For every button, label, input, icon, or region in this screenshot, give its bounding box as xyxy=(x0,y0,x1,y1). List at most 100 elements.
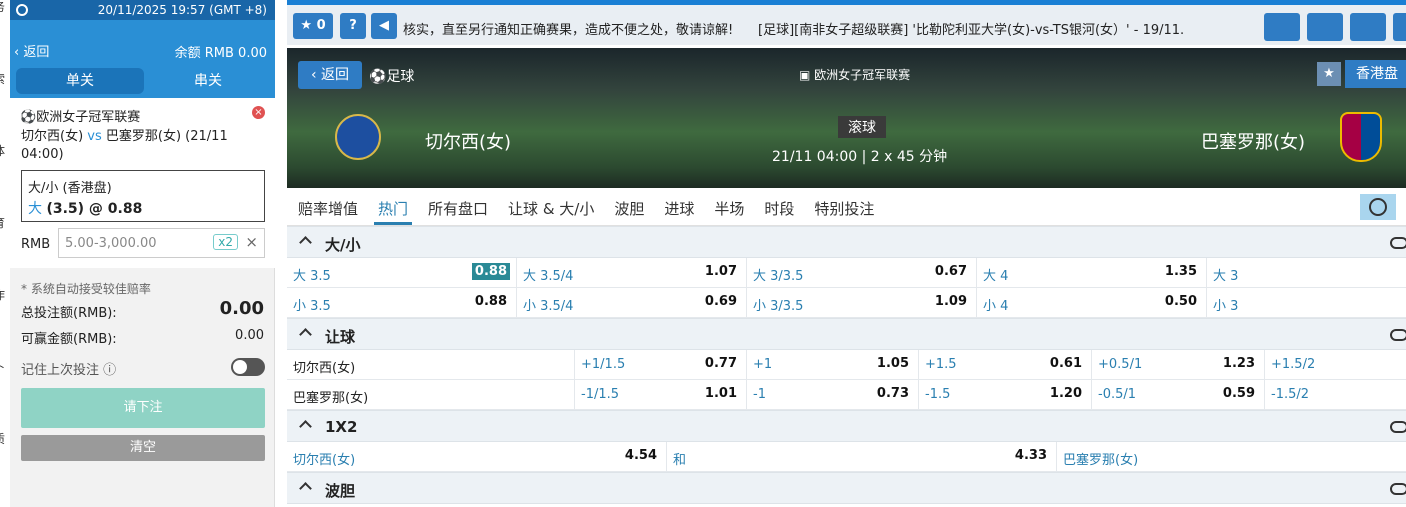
odds: 0.69 xyxy=(704,294,737,309)
eye-icon[interactable] xyxy=(1390,483,1406,495)
remove-button[interactable]: × xyxy=(252,106,265,119)
pick-text: (3.5) @ 0.88 xyxy=(46,201,143,217)
section-header[interactable]: 大/小 xyxy=(287,226,1406,258)
odds-cell[interactable]: 大 3.5/4 1.07 xyxy=(517,258,747,288)
main: ★ 0 ? ◀ 核实，直至另行通知正确赛果，造成不便之处，敬请谅解! [足球][… xyxy=(287,0,1406,507)
market-tab[interactable]: 所有盘口 xyxy=(428,200,489,218)
toggle[interactable] xyxy=(231,358,265,376)
odds-cell[interactable]: 大 30 xyxy=(1207,258,1406,288)
back-button[interactable]: ‹ 返回 xyxy=(298,61,362,89)
sound[interactable]: ◀ xyxy=(371,13,397,39)
edge-fragment: 务 xyxy=(0,0,5,15)
total-label: 总投注额(RMB): xyxy=(21,306,117,321)
match-line: 切尔西(女) vs 巴塞罗那(女) (21/11 04:00) xyxy=(21,128,261,164)
odds-cell[interactable]: +1.5/20 xyxy=(1265,350,1406,380)
market-tab[interactable]: 进球 xyxy=(664,200,695,218)
league: ⚽欧洲女子冠军联赛 xyxy=(20,110,141,125)
tab-underline xyxy=(374,222,413,225)
bet-label: -1.5 xyxy=(925,387,951,402)
section-header[interactable]: 波胆 xyxy=(287,472,1406,504)
icon-button[interactable] xyxy=(1393,13,1406,41)
odds-cell[interactable]: +1.5 0.61 xyxy=(919,350,1092,380)
bet-label: 小 3.5/4 xyxy=(523,299,574,314)
odds-cell[interactable]: -0.5/1 0.59 xyxy=(1092,380,1265,410)
odds-cell[interactable]: +0.5/1 1.23 xyxy=(1092,350,1265,380)
multiplier[interactable]: x2 xyxy=(213,234,238,250)
help[interactable]: ? xyxy=(340,13,366,39)
odds-cell[interactable]: 大 3.5 0.88 xyxy=(287,258,517,288)
win-value: 0.00 xyxy=(235,328,264,343)
bet-label: 小 3.5 xyxy=(293,299,331,314)
odds-cell[interactable]: +1/1.5 0.77 xyxy=(575,350,747,380)
back-text[interactable]: 返回 xyxy=(321,67,350,83)
odds-cell[interactable]: 大 3/3.5 0.67 xyxy=(747,258,977,288)
odds: 0.50 xyxy=(1164,294,1197,309)
league-name: 欧洲女子冠军联赛 xyxy=(814,68,911,82)
market-tab[interactable]: 特别投注 xyxy=(814,200,875,218)
icon-button[interactable] xyxy=(1350,13,1386,41)
odds: 1.23 xyxy=(1222,356,1255,371)
market-tab[interactable]: 热门 xyxy=(378,200,409,218)
odds-cell[interactable]: -1/1.5 1.01 xyxy=(575,380,747,410)
bet-label: +1.5 xyxy=(925,357,957,372)
fav-star[interactable]: ★ xyxy=(1317,62,1341,86)
odds-cell[interactable]: +1 1.05 xyxy=(747,350,919,380)
section-header[interactable]: 1X2 xyxy=(287,410,1406,442)
market-tab[interactable]: 半场 xyxy=(714,200,745,218)
pick: 大 (3.5) @ 0.88 xyxy=(28,198,142,218)
bet-label: 大 3.5 xyxy=(293,269,331,284)
bet-label: +1 xyxy=(753,357,773,372)
selection-box: 大/小 (香港盘) 大 (3.5) @ 0.88 xyxy=(21,170,265,222)
eye-icon[interactable] xyxy=(1390,237,1406,249)
notice-bar xyxy=(287,5,1406,45)
toggle-knob xyxy=(233,360,247,374)
status: 滚球 xyxy=(838,116,886,138)
bet-label: 切尔西(女) xyxy=(293,361,356,376)
odds-cell[interactable]: 小 4 0.50 xyxy=(977,288,1207,318)
odds-cell[interactable]: -1 0.73 xyxy=(747,380,919,410)
odds-cell[interactable]: -1.5 1.20 xyxy=(919,380,1092,410)
back-link[interactable]: ‹ 返回 xyxy=(14,41,49,60)
odds-cell[interactable]: 切尔西(女) 4.54 xyxy=(287,442,667,472)
eye-icon[interactable] xyxy=(1390,421,1406,433)
slip-tabs: 单关 串关 xyxy=(10,62,275,98)
fav-count: 0 xyxy=(316,18,326,33)
odds: 1.35 xyxy=(1164,264,1197,279)
odds-cell[interactable]: 小 31 xyxy=(1207,288,1406,318)
slip-card: ⚽欧洲女子冠军联赛 × 切尔西(女) vs 巴塞罗那(女) (21/11 04:… xyxy=(10,98,275,268)
odds-cell[interactable]: 巴塞罗那(女)1 xyxy=(1057,442,1406,472)
sport: ⚽足球 xyxy=(369,69,415,85)
icon-button[interactable] xyxy=(1307,13,1343,41)
favorites[interactable]: ★ 0 xyxy=(293,13,333,39)
tab-single[interactable]: 单关 xyxy=(16,68,144,94)
section-header[interactable]: 让球 xyxy=(287,318,1406,350)
stake-input[interactable]: 5.00-3,000.00 x2 × xyxy=(58,228,265,258)
eye-icon[interactable] xyxy=(1390,329,1406,341)
odds-cell[interactable]: 小 3.5/4 0.69 xyxy=(517,288,747,318)
submit-button[interactable]: 请下注 xyxy=(21,388,265,428)
home-team: 切尔西(女) xyxy=(425,132,512,153)
market-tab[interactable]: 波胆 xyxy=(614,200,645,218)
market-tab[interactable]: 让球 & 大/小 xyxy=(508,200,595,218)
side: 大 xyxy=(28,201,42,217)
odds-cell[interactable]: -1.5/21 xyxy=(1265,380,1406,410)
tab-parlay[interactable]: 串关 xyxy=(194,73,222,89)
league: ▣ 欧洲女子冠军联赛 xyxy=(799,68,911,82)
back-text[interactable]: 返回 xyxy=(23,45,50,60)
odds-cell[interactable]: 小 3/3.5 1.09 xyxy=(747,288,977,318)
collapse-button[interactable] xyxy=(1360,194,1396,220)
odds-cell[interactable]: 大 4 1.35 xyxy=(977,258,1207,288)
clear-input[interactable]: × xyxy=(245,233,258,251)
odds: 1.20 xyxy=(1049,386,1082,401)
market: 大/小 (香港盘) xyxy=(28,181,112,196)
odds-type[interactable]: 香港盘 xyxy=(1345,60,1406,88)
remember-text: 记住上次投注 xyxy=(21,363,100,378)
odds-cell[interactable]: 和 4.33 xyxy=(667,442,1057,472)
bet-label: +1.5/2 xyxy=(1271,357,1316,372)
icon-button[interactable] xyxy=(1264,13,1300,41)
odds-cell[interactable]: 小 3.5 0.88 xyxy=(287,288,517,318)
chevron: ‹ xyxy=(14,45,20,60)
market-tab[interactable]: 时段 xyxy=(764,200,795,218)
clear-button[interactable]: 清空 xyxy=(21,435,265,461)
market-tab[interactable]: 赔率增值 xyxy=(298,200,359,218)
